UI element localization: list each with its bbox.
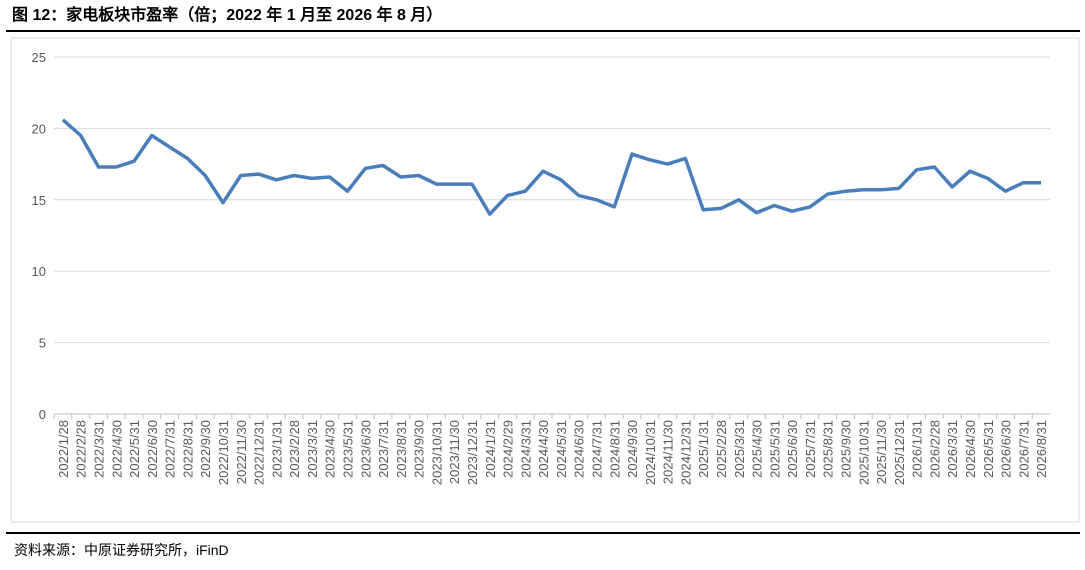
x-tick-label: 2022/4/30 xyxy=(109,420,124,478)
x-tick-label: 2026/6/30 xyxy=(999,420,1014,478)
x-tick-label: 2025/4/30 xyxy=(750,420,765,478)
chart-title: 图 12：家电板块市盈率（倍；2022 年 1 月至 2026 年 8 月） xyxy=(12,5,442,24)
x-tick-label: 2025/12/31 xyxy=(892,420,907,485)
x-tick-label: 2025/3/31 xyxy=(732,420,747,478)
x-tick-label: 2025/8/31 xyxy=(821,420,836,478)
y-tick-label: 15 xyxy=(32,193,46,208)
x-tick-label: 2023/1/31 xyxy=(269,420,284,478)
x-tick-label: 2024/8/31 xyxy=(607,420,622,478)
x-tick-label: 2026/4/30 xyxy=(963,420,978,478)
x-tick-label: 2022/6/30 xyxy=(145,420,160,478)
x-tick-label: 2026/3/31 xyxy=(945,420,960,478)
x-tick-label: 2026/5/31 xyxy=(981,420,996,478)
x-tick-label: 2024/12/31 xyxy=(678,420,693,485)
x-tick-label: 2023/7/31 xyxy=(376,420,391,478)
x-tick-label: 2025/11/30 xyxy=(874,420,889,484)
x-tick-label: 2023/4/30 xyxy=(323,420,338,478)
x-tick-label: 2024/1/31 xyxy=(483,420,498,478)
x-tick-label: 2023/3/31 xyxy=(305,420,320,478)
x-tick-label: 2024/4/30 xyxy=(536,420,551,478)
x-tick-label: 2022/3/31 xyxy=(91,420,106,478)
x-tick-label: 2025/5/31 xyxy=(767,420,782,478)
x-tick-label: 2024/10/31 xyxy=(643,420,658,485)
x-tick-label: 2022/9/30 xyxy=(198,420,213,478)
x-tick-label: 2024/3/31 xyxy=(518,420,533,478)
chart-frame xyxy=(10,37,1080,523)
y-tick-label: 20 xyxy=(32,121,46,136)
x-tick-label: 2023/10/31 xyxy=(429,420,444,485)
x-tick-label: 2024/2/29 xyxy=(501,420,516,478)
y-tick-label: 5 xyxy=(39,336,46,351)
x-tick-label: 2022/8/31 xyxy=(180,420,195,478)
x-tick-label: 2023/8/31 xyxy=(394,420,409,478)
x-tick-label: 2025/2/28 xyxy=(714,420,729,478)
y-tick-label: 0 xyxy=(39,407,46,422)
x-tick-label: 2025/10/31 xyxy=(856,420,871,485)
x-tick-label: 2026/1/31 xyxy=(910,420,925,478)
source: 资料来源：中原证券研究所，iFinD xyxy=(14,542,229,558)
line xyxy=(61,118,1042,216)
y-tick-label: 10 xyxy=(32,264,46,279)
x-tick-label: 2022/11/30 xyxy=(234,420,249,484)
x-tick-label: 2022/1/28 xyxy=(56,420,71,478)
x-tick-label: 2022/7/31 xyxy=(163,420,178,478)
x-tick-label: 2023/11/30 xyxy=(447,420,462,484)
x-tick-label: 2022/12/31 xyxy=(252,420,267,485)
x-tick-label: 2026/8/31 xyxy=(1034,420,1049,478)
x-tick-label: 2026/2/28 xyxy=(927,420,942,478)
x-tick-label: 2024/11/30 xyxy=(661,420,676,484)
x-tick-label: 2022/2/28 xyxy=(74,420,89,478)
x-tick-label: 2023/5/31 xyxy=(340,420,355,478)
y-tick-label: 25 xyxy=(32,50,46,65)
x-tick-label: 2025/9/30 xyxy=(838,420,853,478)
x-tick-label: 2023/9/30 xyxy=(412,420,427,478)
x-tick-label: 2023/2/28 xyxy=(287,420,302,478)
x-tick-label: 2025/7/31 xyxy=(803,420,818,478)
x-tick-label: 2026/7/31 xyxy=(1016,420,1031,478)
x-tick-label: 2023/6/30 xyxy=(358,420,373,478)
x-tick-label: 2022/10/31 xyxy=(216,420,231,485)
x-tick-label: 2024/6/30 xyxy=(572,420,587,478)
x-tick-label: 2025/6/30 xyxy=(785,420,800,478)
x-tick-label: 2023/12/31 xyxy=(465,420,480,485)
x-tick-label: 2024/7/31 xyxy=(589,420,604,478)
x-tick-label: 2022/5/31 xyxy=(127,420,142,478)
x-tick-label: 2024/9/30 xyxy=(625,420,640,478)
x-tick-label: 2024/5/31 xyxy=(554,420,569,478)
x-tick-label: 2025/1/31 xyxy=(696,420,711,478)
